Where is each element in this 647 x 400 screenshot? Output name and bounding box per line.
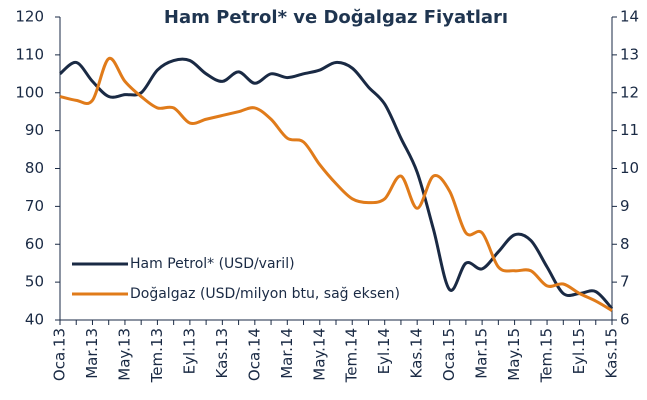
y-tick-label: 50 (25, 273, 44, 291)
x-tick-label: May.15 (505, 328, 523, 381)
y-tick-label: 40 (25, 311, 44, 329)
y2-tick-label: 11 (620, 121, 639, 139)
x-tick-label: Mar.15 (473, 328, 491, 379)
line-series (59, 56, 613, 312)
x-tick-label: Oca.15 (440, 328, 458, 381)
y2-tick-label: 9 (620, 197, 630, 215)
x-tick-label: Tem.13 (148, 328, 166, 383)
y-tick-label: 100 (15, 83, 44, 101)
x-tick-label: Oca.13 (51, 328, 69, 381)
x-tick-label: Tem.14 (343, 328, 361, 383)
x-tick-label: Kas.13 (213, 328, 231, 378)
x-tick-label: Eyl.14 (375, 328, 393, 374)
chart-title: Ham Petrol* ve Doğalgaz Fiyatları (164, 7, 508, 28)
x-tick-label: Tem.15 (538, 328, 556, 383)
x-tick-label: May.14 (310, 328, 328, 381)
y2-tick-label: 6 (620, 311, 630, 329)
y-tick-label: 110 (15, 45, 44, 63)
y-tick-label: 80 (25, 159, 44, 177)
x-tick-label: Mar.13 (83, 328, 101, 379)
y2-tick-label: 10 (620, 159, 639, 177)
y-tick-label: 90 (25, 121, 44, 139)
x-tick-label: Kas.14 (408, 328, 426, 378)
line-series (59, 57, 614, 310)
y2-tick-label: 8 (620, 235, 630, 253)
x-tick-label: Eyl.13 (180, 328, 198, 374)
x-tick-label: Mar.14 (278, 328, 296, 379)
x-tick-label: Eyl.15 (570, 328, 588, 374)
x-tick-label: May.13 (115, 328, 133, 381)
y-tick-label: 60 (25, 235, 44, 253)
legend-label: Doğalgaz (USD/milyon btu, sağ eksen) (130, 286, 400, 302)
y2-tick-label: 12 (620, 83, 639, 101)
x-tick-label: Oca.14 (245, 328, 263, 381)
y2-tick-label: 7 (620, 273, 630, 291)
x-tick-label: Kas.15 (603, 328, 621, 378)
y-tick-label: 70 (25, 197, 44, 215)
y2-tick-label: 14 (620, 8, 639, 26)
y2-tick-label: 13 (620, 45, 639, 63)
y-tick-label: 120 (15, 8, 44, 26)
legend-label: Ham Petrol* (USD/varil) (130, 256, 295, 272)
